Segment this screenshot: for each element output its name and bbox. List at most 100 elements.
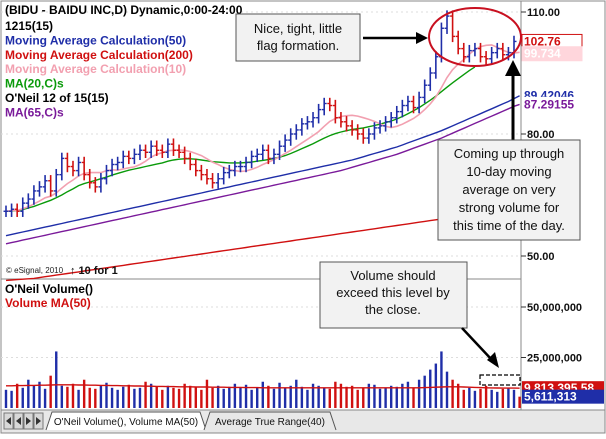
price-bar: [48, 175, 54, 197]
price-bar: [221, 166, 227, 185]
volume-bar: [15, 383, 19, 408]
volume-bar: [451, 379, 454, 408]
callout-line: this time of the day.: [453, 218, 565, 233]
volume-value-box: [522, 389, 604, 404]
price-bar: [36, 181, 42, 197]
price-bar: [103, 164, 109, 185]
volume-bar: [66, 386, 69, 408]
price-bar: [148, 140, 154, 158]
price-bar: [70, 160, 76, 177]
flag-highlight-ellipse: [428, 7, 522, 67]
callout-line: Volume should: [350, 268, 435, 283]
price-bar: [422, 79, 428, 104]
price-bar: [215, 173, 221, 189]
price-bar: [282, 134, 288, 152]
price-bar: [243, 156, 249, 173]
tab-volume[interactable]: [45, 411, 207, 431]
volume-bar: [267, 385, 270, 408]
volume-arrow: [461, 327, 493, 361]
callout-line: Coming up through: [454, 146, 565, 161]
volume-bar: [345, 386, 348, 408]
flag-arrow-head: [416, 32, 428, 44]
volume-bar: [261, 381, 264, 408]
callout-line: exceed this level by: [336, 285, 450, 300]
volume-bar: [60, 385, 64, 408]
price-bar: [377, 120, 383, 134]
volume-bar: [479, 388, 482, 408]
price-bar: [254, 148, 260, 163]
price-bar: [450, 10, 456, 43]
price-bar: [500, 42, 506, 61]
volume-bar: [216, 385, 220, 408]
price-bar: [505, 46, 511, 61]
price-bar: [9, 203, 15, 217]
price-bar: [165, 138, 171, 158]
price-bar: [76, 156, 82, 177]
volume-bar: [127, 384, 131, 408]
price-bar: [154, 140, 160, 156]
price-bar: [182, 146, 188, 165]
tab-volume-label: O'Neil Volume(), Volume MA(50): [54, 417, 198, 428]
price-bar: [299, 118, 305, 136]
price-axis-label: 110.00: [527, 7, 560, 19]
chart-title: (BIDU - BAIDU INC,D) Dynamic,0:00-24:00: [5, 3, 243, 17]
volume-bar: [77, 389, 80, 408]
flag-callout-box: [235, 13, 361, 62]
scroll-prev-icon: [16, 417, 21, 425]
price-bar: [338, 112, 344, 128]
legend-entry: O'Neil 12 of 15(15): [5, 91, 109, 105]
callout-line: flag formation.: [257, 38, 339, 53]
volume-bar: [490, 389, 493, 408]
price-bar: [249, 150, 255, 169]
price-bar: [187, 152, 193, 171]
volume-bar: [21, 387, 24, 408]
volume-bar: [149, 383, 153, 408]
series-line: [5, 95, 520, 237]
volume-bar: [88, 387, 91, 408]
series-line: [5, 206, 520, 282]
price-bar: [332, 99, 338, 124]
price-bar: [411, 95, 417, 114]
price-value-box: [521, 46, 583, 62]
price-bar: [478, 42, 484, 63]
volume-bar: [322, 387, 326, 408]
volume-bar: [250, 389, 253, 408]
tab-atr[interactable]: [203, 411, 337, 431]
volume-bar: [429, 369, 432, 408]
price-bar: [126, 150, 132, 165]
price-bar: [232, 160, 238, 177]
volume-bar: [507, 387, 510, 408]
volume-bar: [94, 388, 97, 408]
price-bar: [42, 175, 48, 193]
volume-bar: [395, 386, 398, 408]
price-bar: [466, 44, 472, 63]
price-value-label: 87.29155: [524, 97, 574, 111]
volume-bar: [283, 387, 287, 408]
volume-bar: [384, 387, 387, 408]
volume-bar: [161, 389, 164, 408]
price-bar: [131, 148, 137, 165]
price-bar: [237, 160, 243, 173]
volume-bar: [205, 379, 209, 408]
volume-bar: [334, 381, 337, 408]
price-bar: [59, 152, 65, 181]
price-bar: [321, 97, 327, 116]
price-bar: [455, 30, 461, 55]
price-bar: [310, 112, 316, 128]
price-bar: [159, 144, 165, 158]
price-bar: [81, 156, 87, 181]
volume-bar: [300, 386, 304, 408]
volume-bar: [484, 385, 488, 408]
volume-bar: [239, 387, 242, 408]
volume-bar: [82, 379, 86, 408]
volume-bar: [189, 385, 192, 408]
price-bar: [355, 124, 361, 140]
price-bar: [87, 168, 93, 189]
price-bar: [327, 97, 333, 112]
legend-entry: 1215(15): [5, 19, 53, 33]
volume-bar: [194, 386, 198, 408]
volume-bar: [228, 386, 231, 408]
volume-bar: [278, 382, 281, 408]
price-bar: [226, 164, 232, 179]
volume-bar: [512, 389, 516, 408]
